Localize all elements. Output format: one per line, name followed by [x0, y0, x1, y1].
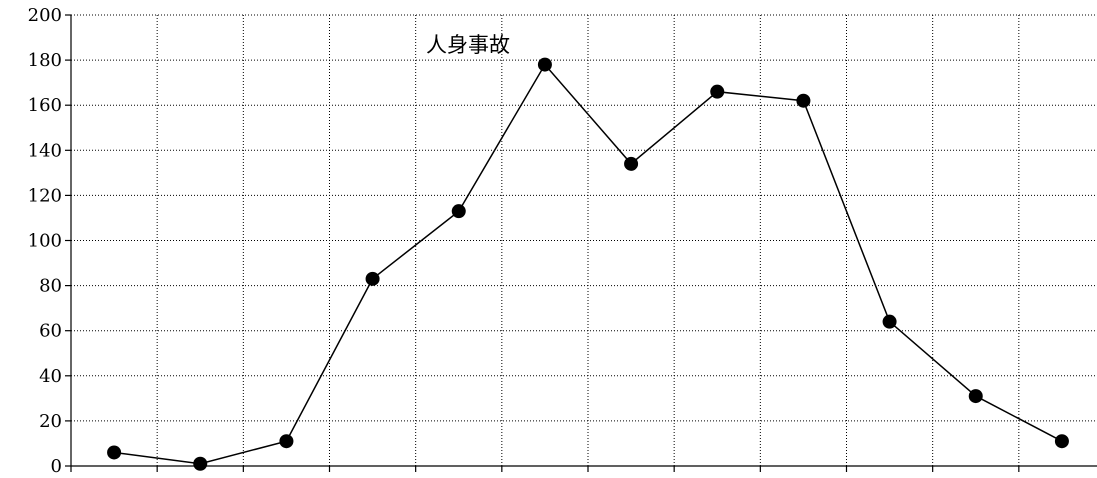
data-point [107, 445, 122, 460]
series-line-layer [114, 63, 1063, 465]
data-point [1054, 434, 1069, 449]
data-point [279, 434, 294, 449]
y-tick-label: 200 [28, 5, 62, 26]
data-point [882, 314, 897, 329]
grid [71, 14, 1097, 466]
y-tick-label: 20 [39, 411, 62, 432]
axes [70, 15, 1097, 472]
y-tick-label: 80 [39, 276, 62, 297]
y-tick-label: 160 [28, 95, 62, 116]
data-point [968, 389, 983, 404]
data-point [193, 456, 208, 471]
y-tick-label: 180 [28, 50, 62, 71]
y-tick-label: 60 [39, 321, 62, 342]
data-point [796, 93, 811, 108]
y-tick-label: 0 [51, 456, 62, 473]
series-line [114, 63, 1063, 465]
series-label: 人身事故 [426, 33, 510, 57]
y-tick-label: 120 [28, 185, 62, 206]
series-points [107, 57, 1069, 471]
data-point [537, 57, 552, 72]
data-point [365, 271, 380, 286]
y-tick-label: 140 [28, 140, 62, 161]
y-tick-label: 100 [28, 231, 62, 252]
data-point [710, 84, 725, 99]
y-axis-ticks: 0 20 40 60 80 100 120 140 160 180 200 [28, 5, 71, 477]
y-tick-label: 40 [39, 366, 62, 387]
data-point [624, 156, 639, 171]
data-point [451, 204, 466, 219]
